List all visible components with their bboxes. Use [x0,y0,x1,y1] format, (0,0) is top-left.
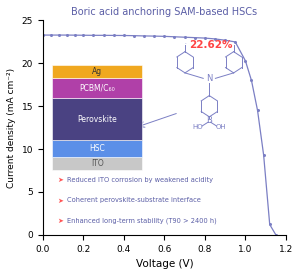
Title: Boric acid anchoring SAM-based HSCs: Boric acid anchoring SAM-based HSCs [71,7,257,17]
Text: 22.62%: 22.62% [189,41,233,51]
Y-axis label: Current density (mA cm⁻²): Current density (mA cm⁻²) [7,68,16,188]
Text: HSC: HSC [90,144,105,153]
Bar [52,98,142,140]
Text: OH: OH [216,124,226,130]
Bar [52,65,142,78]
Text: ➤: ➤ [57,198,63,203]
Text: Ag: Ag [92,67,103,76]
Bar [52,157,142,171]
Text: Perovskite: Perovskite [78,115,117,124]
Text: HO: HO [192,124,203,130]
Text: PCBM/C₆₀: PCBM/C₆₀ [80,84,115,92]
Text: ITO: ITO [91,159,104,168]
Text: Reduced ITO corrosion by weakened acidity: Reduced ITO corrosion by weakened acidit… [67,177,213,183]
Bar [52,140,142,157]
Text: B: B [206,116,212,124]
Text: N: N [206,74,212,83]
Text: ·: · [184,41,186,46]
Text: ➤: ➤ [57,177,63,183]
Text: Enhanced long-term stability (T90 > 2400 h): Enhanced long-term stability (T90 > 2400… [67,217,217,224]
Text: ➤: ➤ [57,218,63,224]
Text: Coherent perovskite-substrate interface: Coherent perovskite-substrate interface [67,198,201,203]
Bar [52,78,142,98]
X-axis label: Voltage (V): Voltage (V) [136,259,193,269]
